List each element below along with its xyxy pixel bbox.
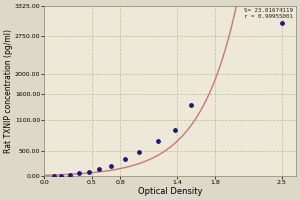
- Y-axis label: Rat TXNIP concentration (pg/ml): Rat TXNIP concentration (pg/ml): [4, 29, 13, 153]
- Point: [156, 140, 161, 143]
- Point: [123, 158, 128, 161]
- Point: [97, 168, 102, 171]
- Point: [137, 150, 142, 153]
- Point: [108, 164, 113, 167]
- Point: [189, 103, 194, 106]
- Text: S= 23.01674119
r = 0.99955001: S= 23.01674119 r = 0.99955001: [244, 8, 293, 19]
- X-axis label: Optical Density: Optical Density: [138, 187, 202, 196]
- Point: [68, 173, 72, 176]
- Point: [59, 174, 64, 177]
- Point: [51, 174, 56, 178]
- Point: [173, 129, 178, 132]
- Point: [87, 170, 92, 173]
- Point: [279, 21, 284, 24]
- Point: [77, 172, 82, 175]
